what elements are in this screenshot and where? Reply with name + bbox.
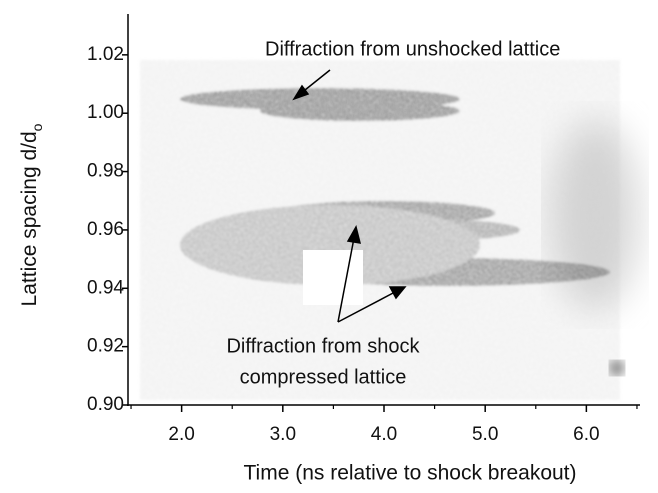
arrows [292,69,407,323]
x-tick-label: 4.0 [371,424,397,445]
y-tick-label: 1.00 [87,102,124,123]
x-tick-label: 6.0 [573,424,599,445]
x-tick-label: 2.0 [168,424,194,445]
y-tick-label: 0.90 [87,394,124,415]
y-tick-label: 1.02 [87,44,124,65]
y-axis-title: Lattice spacing d/do [18,123,45,306]
diffraction-image [140,60,640,400]
annotation: Diffraction from shock [226,335,420,357]
y-tick-label: 0.98 [87,161,124,182]
x-axis-title: Time (ns relative to shock breakout) [243,462,576,485]
y-tick-label: 0.96 [87,219,124,240]
x-tick-label: 5.0 [472,424,498,445]
y-tick-label: 0.94 [87,277,124,298]
annotation: compressed lattice [240,366,407,388]
y-tick-label: 0.92 [87,336,124,357]
annotation: Diffraction from unshocked lattice [265,38,560,60]
x-tick-label: 3.0 [270,424,296,445]
